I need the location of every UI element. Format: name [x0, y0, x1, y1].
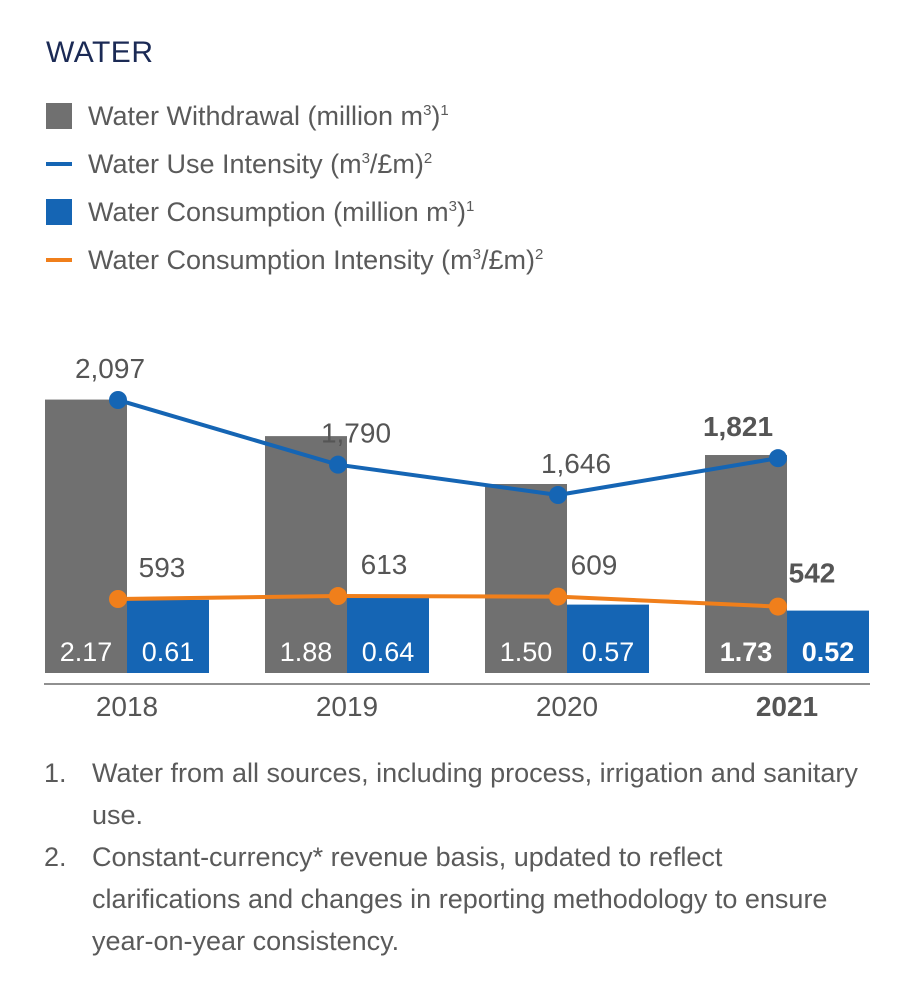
legend-item-water-use-intensity: Water Use Intensity (m3/£m)2 [46, 140, 543, 188]
series-line-water-consumption-intensity [117, 594, 779, 609]
bar-water-consumption-2018 [127, 599, 209, 673]
legend-label-water-withdrawal: Water Withdrawal (million m3)1 [88, 100, 449, 131]
data-label-water-consumption-intensity-2020: 609 [571, 550, 618, 581]
bar-water-withdrawal-2020 [485, 484, 567, 673]
x-tick-label-2020: 2020 [536, 691, 598, 722]
data-label-water-consumption-intensity-2018: 593 [139, 552, 186, 583]
point-water-consumption-intensity-2020 [549, 587, 567, 606]
chart-legend: Water Withdrawal (million m3)1 Water Use… [46, 92, 543, 284]
point-water-use-intensity-2019 [329, 455, 347, 474]
bar-water-consumption-2020 [567, 604, 649, 673]
bar-label-water-withdrawal-2018: 2.17 [60, 637, 113, 667]
bar-label-water-consumption-2019: 0.64 [362, 637, 415, 667]
legend-label-water-consumption: Water Consumption (million m3)1 [88, 196, 475, 227]
chart-title: WATER [46, 36, 154, 69]
data-label-water-consumption-intensity-2019: 613 [361, 549, 408, 580]
point-water-use-intensity-2018 [109, 391, 127, 409]
data-label-water-consumption-intensity-2021: 542 [789, 558, 836, 589]
data-label-water-use-intensity-2020: 1,646 [541, 448, 611, 479]
data-label-water-use-intensity-2019: 1,790 [321, 418, 391, 449]
footnotes: 1. Water from all sources, including proc… [44, 752, 874, 962]
x-tick-label-2021: 2021 [756, 691, 818, 722]
bar-water-withdrawal-2019 [265, 436, 347, 673]
bar-label-water-consumption-2020: 0.57 [582, 637, 635, 667]
legend-item-water-consumption-intensity: Water Consumption Intensity (m3/£m)2 [46, 236, 543, 284]
bar-water-consumption-2019 [347, 596, 429, 673]
data-label-water-use-intensity-2018: 2,097 [75, 353, 145, 384]
x-tick-label-2019: 2019 [316, 691, 378, 722]
point-water-consumption-intensity-2018 [109, 590, 127, 608]
bar-label-water-consumption-2018: 0.61 [142, 637, 195, 667]
legend-swatch-water-consumption-intensity [46, 258, 72, 262]
bar-label-water-consumption-2021: 0.52 [802, 637, 855, 667]
bar-water-withdrawal-2018 [45, 399, 127, 673]
point-water-use-intensity-2021 [769, 449, 787, 468]
legend-swatch-water-consumption [46, 199, 72, 225]
footnote-2: 2. Constant-currency* revenue basis, upda… [44, 842, 828, 956]
bar-label-water-withdrawal-2019: 1.88 [280, 637, 333, 667]
x-tick-label-2018: 2018 [96, 691, 158, 722]
legend-item-water-withdrawal: Water Withdrawal (million m3)1 [46, 92, 543, 140]
series-line-water-use-intensity [117, 398, 779, 498]
bar-water-consumption-2021 [787, 610, 869, 673]
data-label-water-use-intensity-2021: 1,821 [703, 411, 773, 442]
point-water-consumption-intensity-2021 [769, 597, 787, 616]
legend-item-water-consumption: Water Consumption (million m3)1 [46, 188, 543, 236]
point-water-consumption-intensity-2019 [329, 587, 347, 606]
legend-swatch-water-use-intensity [46, 162, 72, 166]
footnote-1: 1. Water from all sources, including proc… [44, 758, 858, 830]
bar-label-water-withdrawal-2021: 1.73 [720, 637, 773, 667]
legend-swatch-water-withdrawal [46, 103, 72, 129]
legend-label-water-consumption-intensity: Water Consumption Intensity (m3/£m)2 [88, 244, 544, 275]
point-water-use-intensity-2020 [549, 486, 567, 505]
bar-label-water-withdrawal-2020: 1.50 [500, 637, 553, 667]
legend-label-water-use-intensity: Water Use Intensity (m3/£m)2 [88, 148, 433, 179]
bar-water-withdrawal-2021 [705, 455, 787, 673]
